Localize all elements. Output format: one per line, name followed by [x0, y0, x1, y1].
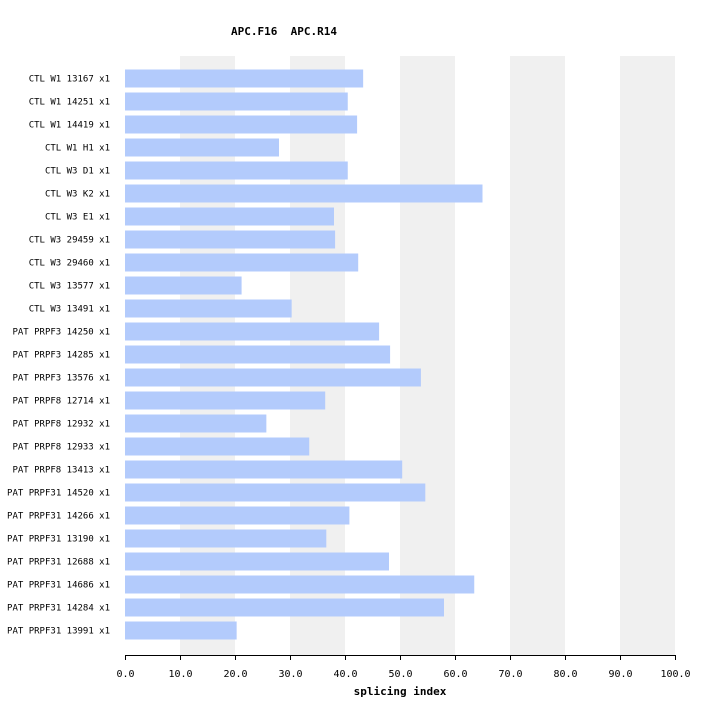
bar [125, 598, 444, 617]
bars [125, 69, 483, 640]
category-label: CTL W3 D1 x1 [45, 167, 110, 177]
category-label: PAT PRPF31 14266 x1 [7, 512, 110, 522]
x-tick-label: 0.0 [116, 669, 134, 680]
bar [125, 345, 391, 364]
category-label: CTL W3 E1 x1 [45, 213, 110, 223]
category-label: PAT PRPF3 14285 x1 [12, 351, 110, 361]
bar [125, 391, 326, 410]
x-tick-label: 80.0 [553, 669, 577, 680]
bar [125, 276, 242, 295]
x-tick-label: 100.0 [660, 669, 690, 680]
bar [125, 184, 483, 203]
category-label: CTL W3 29459 x1 [29, 236, 110, 246]
bar [125, 414, 267, 433]
bar [125, 253, 359, 272]
bar [125, 322, 380, 341]
bar [125, 299, 292, 318]
x-tick-label: 20.0 [223, 669, 247, 680]
grid-band [510, 56, 565, 655]
category-label: CTL W3 13577 x1 [29, 282, 110, 292]
bar [125, 368, 421, 387]
category-label: PAT PRPF31 14686 x1 [7, 581, 110, 591]
bar [125, 207, 334, 226]
x-axis: 0.0 10.0 20.0 30.0 40.0 50.0 60.0 70.0 80.0 90.0 1… [116, 655, 691, 680]
bar [125, 92, 348, 111]
chart-title: APC.F16 APC.R14 [231, 25, 337, 38]
category-label: CTL W1 13167 x1 [29, 75, 110, 85]
bar [125, 552, 389, 571]
bar [125, 506, 350, 525]
category-label: PAT PRPF3 13576 x1 [12, 374, 110, 384]
category-label: PAT PRPF8 13413 x1 [12, 466, 110, 476]
x-tick-label: 60.0 [443, 669, 467, 680]
x-tick-label: 50.0 [388, 669, 412, 680]
category-label: CTL W3 13491 x1 [29, 305, 110, 315]
x-tick-label: 40.0 [333, 669, 357, 680]
category-label: PAT PRPF31 14520 x1 [7, 489, 110, 499]
category-label: PAT PRPF3 14250 x1 [12, 328, 110, 338]
bar [125, 529, 327, 548]
grid-band [400, 56, 455, 655]
x-tick-label: 70.0 [498, 669, 522, 680]
bar [125, 69, 364, 88]
category-label: PAT PRPF31 12688 x1 [7, 558, 110, 568]
x-axis-label: splicing index [354, 685, 447, 698]
bar [125, 161, 348, 180]
bar [125, 460, 403, 479]
category-label: CTL W1 14251 x1 [29, 98, 110, 108]
category-label: CTL W3 29460 x1 [29, 259, 110, 269]
category-labels: CTL W1 13167 x1 CTL W1 14251 x1 CTL W1 144… [7, 75, 110, 637]
category-label: PAT PRPF31 13991 x1 [7, 627, 110, 637]
bar [125, 115, 358, 134]
category-label: PAT PRPF8 12714 x1 [12, 397, 110, 407]
category-label: PAT PRPF8 12933 x1 [12, 443, 110, 453]
bar [125, 437, 310, 456]
category-label: CTL W1 H1 x1 [45, 144, 110, 154]
bar [125, 138, 279, 157]
x-tick-label: 90.0 [608, 669, 632, 680]
bar [125, 483, 426, 502]
category-label: PAT PRPF31 13190 x1 [7, 535, 110, 545]
category-label: CTL W3 K2 x1 [45, 190, 110, 200]
x-tick-label: 30.0 [278, 669, 302, 680]
category-label: CTL W1 14419 x1 [29, 121, 110, 131]
category-label: PAT PRPF31 14284 x1 [7, 604, 110, 614]
category-label: PAT PRPF8 12932 x1 [12, 420, 110, 430]
grid-band [620, 56, 675, 655]
bar [125, 575, 475, 594]
x-tick-label: 10.0 [168, 669, 192, 680]
bar [125, 230, 336, 249]
bar [125, 621, 237, 640]
